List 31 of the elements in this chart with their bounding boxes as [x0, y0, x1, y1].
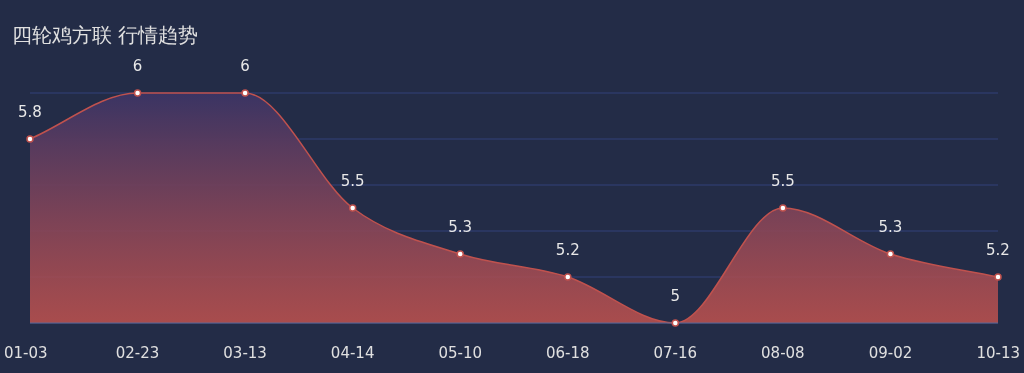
x-tick-label: 04-14 — [330, 344, 375, 362]
data-label: 5.2 — [555, 241, 580, 259]
point — [26, 135, 34, 143]
data-label: 5.2 — [986, 241, 1010, 259]
point — [671, 319, 680, 327]
x-tick-label: 05-10 — [438, 344, 483, 362]
x-tick-label: 01-03 — [4, 344, 48, 362]
data-label: 5.3 — [878, 218, 903, 236]
point — [456, 250, 464, 258]
point — [241, 89, 249, 97]
point — [133, 89, 142, 97]
x-tick-label: 03-13 — [223, 344, 267, 362]
data-label: 6 — [240, 57, 250, 75]
x-tick-label: 10-13 — [976, 344, 1020, 362]
data-label: 6 — [132, 57, 143, 75]
x-tick-label: 06-18 — [545, 344, 590, 362]
data-label: 5 — [670, 287, 681, 305]
point — [779, 204, 787, 212]
x-tick-label: 09-02 — [868, 344, 913, 362]
point — [886, 250, 895, 258]
data-label: 5.3 — [448, 218, 473, 236]
point — [348, 204, 357, 212]
point — [564, 273, 572, 281]
x-tick-label: 08-08 — [761, 344, 805, 362]
data-label: 5.8 — [18, 103, 42, 121]
x-tick-label: 07-16 — [653, 344, 698, 362]
data-label: 5.5 — [340, 172, 365, 190]
x-tick-label: 02-23 — [115, 344, 160, 362]
chart-title: 四轮鸡方联 行情趋势 — [12, 23, 199, 47]
point — [994, 273, 1002, 281]
data-label: 5.5 — [770, 172, 795, 190]
